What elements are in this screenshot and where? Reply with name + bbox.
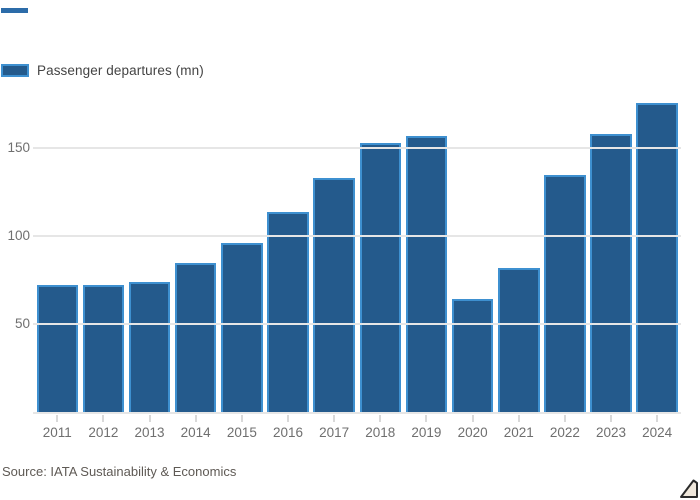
x-tick-2023 — [610, 415, 613, 422]
legend-label: Passenger departures (mn) — [37, 62, 204, 78]
x-tick-label-2019: 2019 — [411, 425, 442, 440]
x-tick-2013 — [148, 415, 151, 422]
x-tick-label-2023: 2023 — [596, 425, 627, 440]
bar-2022 — [544, 174, 586, 412]
source-text: Source: IATA Sustainability & Economics — [2, 464, 237, 479]
bar-2012 — [82, 285, 125, 412]
corner-triangle-icon — [680, 479, 698, 498]
bar-2018 — [359, 143, 402, 412]
legend-swatch-icon — [1, 63, 29, 77]
x-tick-label-2022: 2022 — [549, 425, 580, 440]
x-tick-label-2021: 2021 — [503, 425, 534, 440]
x-tick-2022 — [563, 415, 566, 422]
x-tick-2017 — [333, 415, 336, 422]
gridline-50 — [33, 323, 681, 326]
gridline-150 — [33, 147, 681, 150]
x-tick-2016 — [287, 415, 289, 422]
top-left-accent-rule — [1, 8, 28, 13]
x-tick-label-2016: 2016 — [272, 425, 304, 440]
x-tick-2015 — [240, 415, 243, 422]
bar-2011 — [36, 285, 78, 412]
y-tick-label-150: 150 — [7, 140, 30, 156]
x-tick-label-2024: 2024 — [642, 425, 673, 440]
x-tick-label-2014: 2014 — [180, 425, 211, 440]
x-tick-2020 — [471, 415, 474, 422]
x-tick-label-2012: 2012 — [88, 425, 119, 440]
x-tick-2012 — [102, 415, 105, 422]
bar-2021 — [498, 267, 540, 412]
bar-2016 — [267, 211, 309, 412]
y-tick-label-100: 100 — [7, 228, 30, 244]
gridline-100 — [33, 235, 681, 238]
legend: Passenger departures (mn) — [1, 62, 204, 78]
x-axis-line — [33, 412, 681, 414]
x-tick-label-2015: 2015 — [226, 425, 257, 440]
bar-2013 — [128, 281, 171, 412]
bar-2017 — [313, 178, 355, 412]
x-tick-label-2013: 2013 — [134, 425, 165, 440]
y-tick-label-50: 50 — [14, 316, 30, 332]
bar-2023 — [590, 134, 632, 412]
bar-2024 — [636, 102, 678, 412]
x-tick-label-2018: 2018 — [365, 425, 396, 440]
x-tick-2014 — [194, 415, 197, 422]
x-tick-label-2020: 2020 — [457, 425, 488, 440]
bar-2020 — [451, 299, 494, 412]
bar-2014 — [174, 262, 217, 412]
x-tick-2018 — [379, 415, 382, 422]
bar-2015 — [221, 243, 263, 412]
x-tick-2011 — [56, 415, 59, 422]
x-tick-label-2011: 2011 — [42, 425, 72, 440]
x-tick-2019 — [425, 415, 428, 422]
x-tick-2021 — [517, 415, 520, 422]
x-tick-2024 — [656, 415, 659, 422]
bar-2019 — [405, 135, 448, 412]
x-tick-label-2017: 2017 — [319, 425, 350, 440]
